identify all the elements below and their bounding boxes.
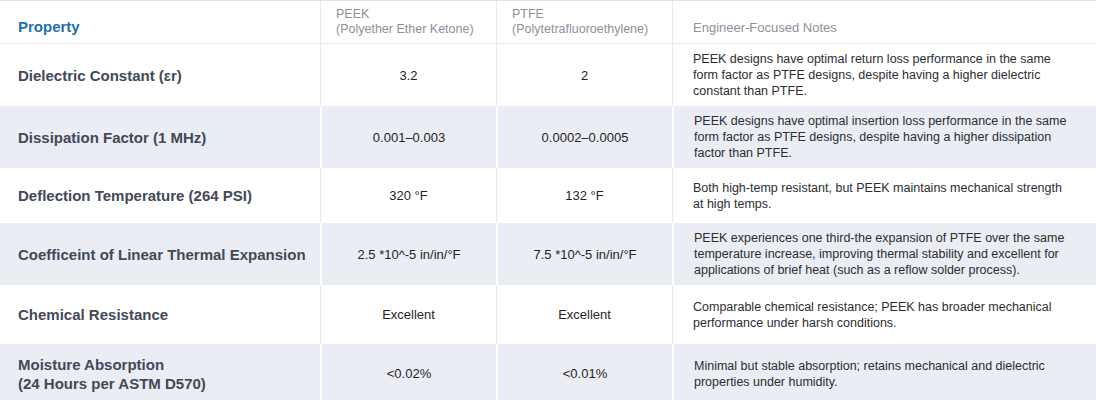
ptfe-value: <0.01% [496, 344, 672, 400]
notes-cell: Minimal but stable absorption; retains m… [672, 344, 1096, 400]
table-row-dissipation-factor: Dissipation Factor (1 MHz) 0.001–0.003 0… [0, 106, 1096, 168]
notes-text: PEEK experiences one third-the expansion… [694, 230, 1070, 278]
peek-value: 3.2 [320, 44, 496, 106]
notes-text: PEEK designs have optimal insertion loss… [694, 113, 1070, 161]
property-cell: Chemical Resistance [0, 285, 320, 344]
ptfe-value: 132 °F [496, 168, 672, 223]
table-row-thermal-expansion: Coefficeint of Linear Thermal Expansion … [0, 223, 1096, 285]
column-header-ptfe: PTFE (Polytetrafluoroethylene) [496, 1, 672, 43]
property-cell: Coefficeint of Linear Thermal Expansion [0, 223, 320, 285]
material-comparison-table: Property PEEK (Polyether Ether Ketone) P… [0, 0, 1096, 400]
property-label: Chemical Resistance [18, 305, 168, 324]
column-header-peek: PEEK (Polyether Ether Ketone) [320, 1, 496, 43]
notes-header-label: Engineer-Focused Notes [693, 20, 837, 35]
notes-cell: PEEK designs have optimal insertion loss… [672, 106, 1096, 168]
ptfe-value: 7.5 *10^-5 in/in/°F [496, 223, 672, 285]
peek-header-name: PEEK [336, 7, 496, 22]
peek-value: <0.02% [320, 344, 496, 400]
property-label: Moisture Absorption (24 Hours per ASTM D… [18, 355, 206, 393]
ptfe-header-subtitle: (Polytetrafluoroethylene) [512, 22, 672, 37]
notes-cell: Comparable chemical resistance; PEEK has… [672, 285, 1096, 344]
property-label: Coefficeint of Linear Thermal Expansion [18, 245, 306, 264]
notes-text: Both high-temp resistant, but PEEK maint… [693, 180, 1070, 212]
peek-value: 320 °F [320, 168, 496, 223]
table-header: Property PEEK (Polyether Ether Ketone) P… [0, 1, 1096, 44]
peek-value: 0.001–0.003 [320, 106, 496, 168]
property-cell: Dissipation Factor (1 MHz) [0, 106, 320, 168]
notes-cell: Both high-temp resistant, but PEEK maint… [672, 168, 1096, 223]
peek-value: 2.5 *10^-5 in/in/°F [320, 223, 496, 285]
property-header-label: Property [18, 18, 80, 35]
column-header-notes: Engineer-Focused Notes [672, 1, 1096, 43]
property-cell: Moisture Absorption (24 Hours per ASTM D… [0, 344, 320, 400]
notes-text: Comparable chemical resistance; PEEK has… [693, 299, 1070, 331]
notes-text: Minimal but stable absorption; retains m… [694, 358, 1070, 390]
property-cell: Dielectric Constant (εr) [0, 44, 320, 106]
notes-text: PEEK designs have optimal return loss pe… [693, 51, 1070, 99]
ptfe-value: 0.0002–0.0005 [496, 106, 672, 168]
peek-value: Excellent [320, 285, 496, 344]
table-row-moisture-absorption: Moisture Absorption (24 Hours per ASTM D… [0, 344, 1096, 400]
property-label: Dissipation Factor (1 MHz) [18, 128, 206, 147]
table-row-chemical-resistance: Chemical Resistance Excellent Excellent … [0, 285, 1096, 344]
column-header-property: Property [0, 1, 320, 43]
ptfe-value: Excellent [496, 285, 672, 344]
property-label: Deflection Temperature (264 PSI) [18, 186, 252, 205]
notes-cell: PEEK designs have optimal return loss pe… [672, 44, 1096, 106]
ptfe-value: 2 [496, 44, 672, 106]
ptfe-header-name: PTFE [512, 7, 672, 22]
property-cell: Deflection Temperature (264 PSI) [0, 168, 320, 223]
property-label: Dielectric Constant (εr) [18, 66, 182, 85]
peek-header-subtitle: (Polyether Ether Ketone) [336, 22, 496, 37]
table-row-deflection-temperature: Deflection Temperature (264 PSI) 320 °F … [0, 168, 1096, 223]
table-row-dielectric-constant: Dielectric Constant (εr) 3.2 2 PEEK desi… [0, 44, 1096, 106]
notes-cell: PEEK experiences one third-the expansion… [672, 223, 1096, 285]
